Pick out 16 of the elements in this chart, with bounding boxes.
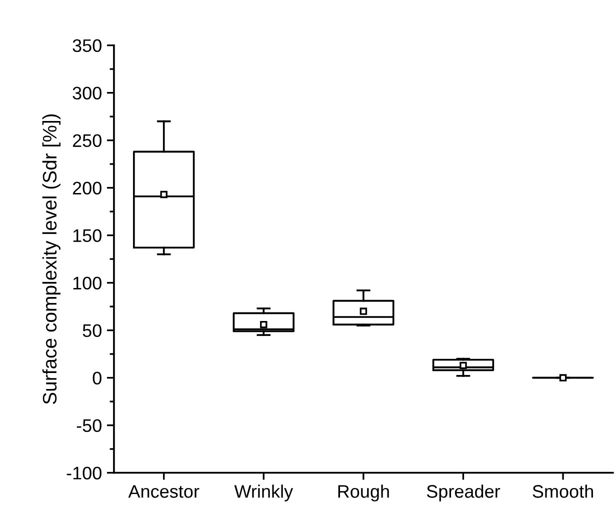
x-tick-label: Ancestor [128,485,200,498]
y-tick-label: 150 [73,229,102,242]
y-tick-label: 200 [72,182,102,195]
y-tick-label: 0 [92,372,102,384]
y-axis-title: Surface complexity level (Sdr [%]) [42,114,60,404]
y-tick-label: 100 [73,276,102,290]
y-tick-label: 250 [72,134,102,148]
x-tick-label: Rough [338,484,389,502]
x-tick-label: Spreader [426,484,500,502]
x-tick-label: Wrinkly [234,484,294,502]
y-tick-label: -100 [66,466,102,480]
x-tick-label: Smooth [532,484,593,498]
y-tick-label: -50 [76,419,102,432]
y-tick-label: 350 [72,39,102,52]
y-tick-label: 300 [72,86,102,100]
y-tick-label: 50 [82,324,102,338]
